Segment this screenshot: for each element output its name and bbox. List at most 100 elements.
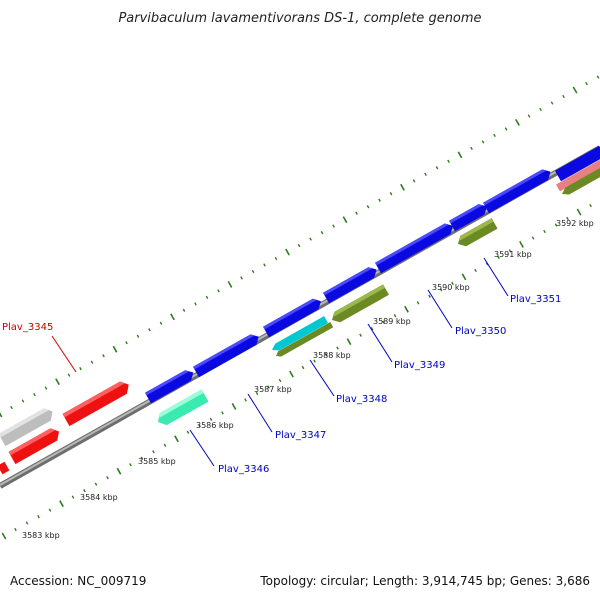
cds-arrow-reverse[interactable] — [560, 167, 600, 198]
scale-tick — [554, 223, 558, 227]
gene-label-plav-3346[interactable]: Plav_3346 — [218, 464, 269, 475]
scale-tick — [140, 456, 144, 460]
scale-tick — [94, 482, 98, 486]
scale-tick — [129, 463, 132, 467]
scale-tick — [48, 508, 52, 512]
scale-label: 3583 kbp — [22, 531, 60, 540]
cds-arrow-forward[interactable] — [483, 166, 553, 214]
scale-tick — [116, 467, 122, 475]
scale-tick — [182, 308, 186, 312]
rna-feature-pink[interactable] — [556, 159, 600, 192]
scale-tick — [267, 385, 270, 389]
scale-tick — [313, 359, 316, 363]
scale-tick — [324, 352, 328, 357]
scale-tick — [90, 360, 94, 364]
scale-tick — [370, 327, 374, 331]
scale-tick — [263, 263, 266, 267]
gene-label-plav-3348[interactable]: Plav_3348 — [336, 394, 387, 405]
scale-tick — [112, 345, 118, 353]
pseudo-gene-red[interactable] — [0, 461, 10, 475]
cds-arrow-forward[interactable] — [323, 264, 379, 304]
scale-label: 3589 kbp — [373, 317, 411, 326]
scale-tick — [21, 399, 25, 403]
scale-tick — [0, 412, 3, 418]
scale-tick — [519, 241, 524, 248]
scale-tick — [504, 127, 508, 131]
scale-tick — [297, 243, 301, 248]
scale-tick — [342, 216, 348, 224]
scale-tick — [439, 288, 443, 292]
scale-tick — [485, 262, 489, 266]
cds-arrow-forward[interactable] — [193, 331, 262, 378]
scale-tick — [33, 392, 36, 397]
scale-tick — [240, 276, 243, 280]
scale-tick — [174, 435, 179, 443]
inner-tick-track — [1, 203, 592, 540]
accession-text: Accession: NC_009719 — [10, 574, 146, 588]
scale-tick — [289, 370, 294, 378]
scale-tick — [217, 289, 220, 293]
scale-tick — [55, 378, 60, 386]
scale-tick — [416, 301, 420, 305]
scale-tick — [336, 346, 339, 350]
pseudo-gene-red[interactable] — [8, 425, 63, 465]
scale-tick — [251, 269, 255, 274]
gene-label-plav-3351[interactable]: Plav_3351 — [510, 294, 561, 305]
scale-label: 3585 kbp — [138, 457, 176, 466]
scale-tick — [451, 281, 454, 285]
gene-label-plav-3347[interactable]: Plav_3347 — [275, 430, 326, 441]
scale-tick — [170, 313, 175, 321]
scale-tick — [186, 430, 190, 434]
scale-tick — [221, 411, 224, 415]
cds-arrow-forward[interactable] — [263, 296, 324, 338]
cds-arrow-forward[interactable] — [555, 143, 600, 182]
cds-arrow-reverse[interactable] — [155, 389, 209, 428]
scale-tick — [125, 341, 128, 345]
scale-tick — [148, 328, 151, 332]
scale-tick — [163, 443, 167, 447]
scale-tick — [576, 208, 582, 216]
scale-tick — [474, 268, 477, 273]
scale-tick — [412, 179, 416, 183]
scale-label: 3591 kbp — [494, 250, 532, 259]
scale-tick — [198, 424, 201, 428]
gene-label-plav-3349[interactable]: Plav_3349 — [394, 360, 445, 371]
cds-arrow-forward[interactable] — [375, 221, 456, 274]
gene-label-plav-3350[interactable]: Plav_3350 — [455, 326, 506, 337]
scale-tick — [209, 417, 213, 422]
scale-tick — [194, 302, 197, 306]
cds-arrow-reverse[interactable] — [275, 321, 334, 359]
scale-tick — [493, 133, 496, 138]
scale-tick — [550, 101, 554, 105]
scale-tick — [309, 237, 312, 241]
cds-arrow-forward[interactable] — [449, 201, 490, 232]
scale-tick — [382, 320, 385, 324]
scale-tick — [205, 295, 209, 300]
scale-tick — [71, 495, 75, 499]
scale-tick — [400, 183, 405, 191]
map-title: Parvibaculum lavamentivorans DS-1, compl… — [118, 11, 481, 26]
scale-tick — [106, 476, 109, 480]
scale-tick — [461, 273, 467, 281]
cds-arrow-reverse[interactable] — [455, 218, 498, 249]
scale-label: 3586 kbp — [196, 421, 234, 430]
gene-label-plav-3345[interactable]: Plav_3345 — [2, 322, 53, 333]
scale-tick — [152, 450, 155, 454]
pseudo-gene-red[interactable] — [62, 379, 133, 427]
scale-tick — [359, 333, 362, 337]
cds-arrow-reverse[interactable] — [270, 316, 328, 353]
scale-tick — [301, 365, 305, 370]
scale-tick — [1, 532, 7, 540]
scale-tick — [136, 334, 140, 338]
scale-tick — [346, 338, 352, 346]
scale-tick — [424, 172, 427, 176]
scale-tick — [44, 386, 48, 390]
scale-tick — [447, 159, 450, 163]
gene-track — [0, 143, 600, 475]
scale-label: 3590 kbp — [432, 283, 470, 292]
cds-arrow-reverse[interactable] — [329, 284, 389, 325]
pseudo-gene-gray[interactable] — [0, 405, 56, 447]
scale-tick — [79, 366, 82, 371]
scale-tick — [596, 75, 600, 79]
cds-arrow-forward[interactable] — [145, 367, 196, 404]
